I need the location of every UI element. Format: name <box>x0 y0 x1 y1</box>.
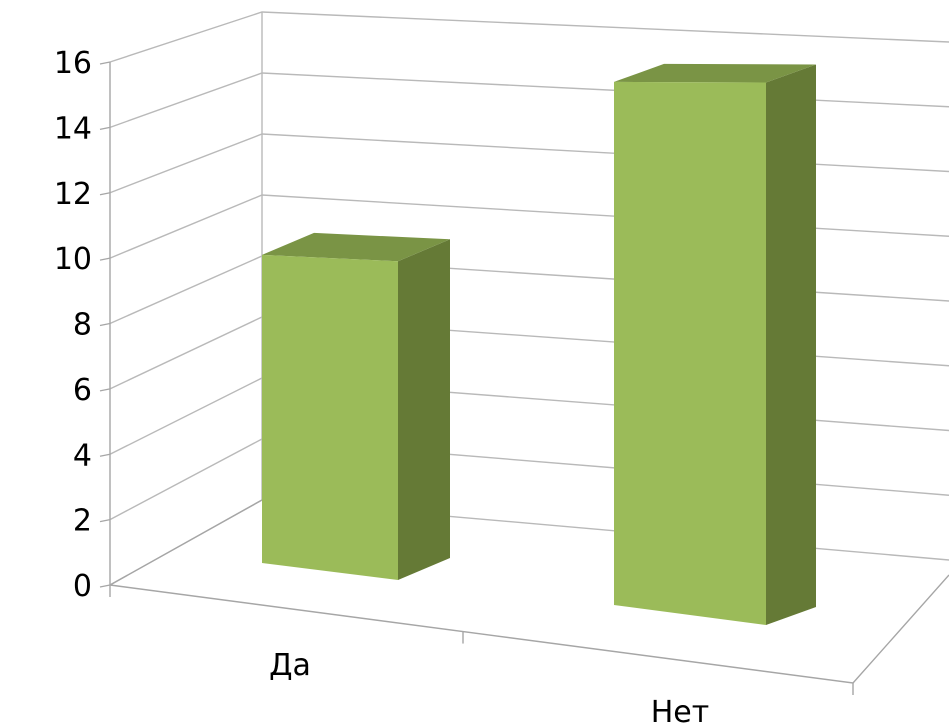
bar-2 <box>614 63 816 625</box>
y-tick-mark <box>99 61 111 65</box>
y-tick-mark <box>99 126 111 131</box>
gridline <box>109 11 949 63</box>
gridline <box>109 194 949 259</box>
y-tick-label: 6 <box>73 373 92 408</box>
bar-top-face <box>614 63 816 83</box>
y-tick-label: 4 <box>73 438 92 473</box>
floor-edge <box>109 574 949 684</box>
y-tick-mark <box>99 453 111 457</box>
gridline <box>109 377 949 455</box>
x-category-label: Да <box>269 648 311 683</box>
axes <box>99 12 949 695</box>
bar-front-face <box>262 254 398 580</box>
bar-front-face <box>614 81 766 625</box>
labels: 0 2 4 6 8 10 12 14 16 Да Нет <box>54 46 709 728</box>
gridline <box>109 133 949 194</box>
gridline <box>109 316 949 390</box>
y-tick-label: 0 <box>73 569 92 604</box>
y-tick-mark <box>99 584 111 588</box>
floor-side-edge <box>109 499 263 586</box>
gridline <box>109 255 949 325</box>
y-tick-mark <box>99 257 111 261</box>
y-tick-label: 8 <box>73 308 92 343</box>
gridline <box>109 499 949 586</box>
y-tick-label: 10 <box>54 242 92 277</box>
y-tick-mark <box>99 518 111 523</box>
bar-top-face <box>262 232 450 262</box>
y-tick-mark <box>99 192 111 196</box>
gridlines <box>109 11 949 586</box>
y-tick-mark <box>99 322 111 327</box>
y-tick-label: 16 <box>54 46 92 81</box>
y-tick-mark <box>99 388 111 392</box>
bars <box>262 63 816 625</box>
gridline <box>109 72 949 129</box>
bar-side-face <box>766 64 816 625</box>
bar-1 <box>262 232 450 580</box>
gridline <box>109 438 949 521</box>
y-tick-label: 2 <box>73 504 92 539</box>
bar-side-face <box>398 239 450 580</box>
x-category-label: Нет <box>651 695 710 728</box>
y-tick-label: 12 <box>54 177 92 212</box>
y-tick-label: 14 <box>54 111 92 146</box>
